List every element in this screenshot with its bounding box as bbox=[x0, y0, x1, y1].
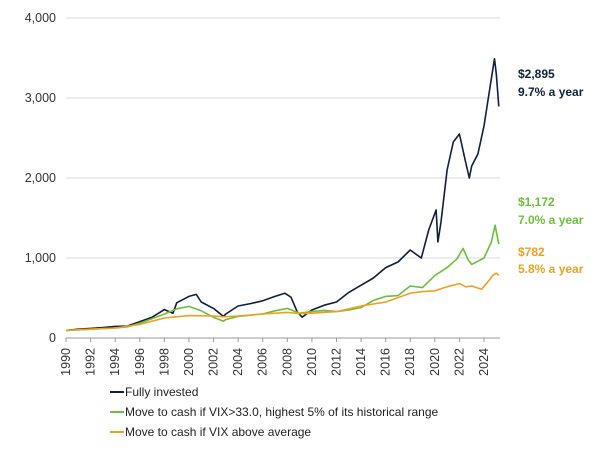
series-vix-33-line bbox=[65, 224, 500, 332]
end-value-label: $782 bbox=[518, 245, 545, 259]
x-tick-label: 2016 bbox=[379, 348, 393, 376]
end-labels: $2,895 9.7% a year $1,172 7.0% a year $782 5.… bbox=[518, 67, 584, 276]
x-tick-label: 2012 bbox=[329, 348, 343, 376]
x-tick-label: 2006 bbox=[256, 348, 270, 376]
y-axis: 0 1,000 2,000 3,000 4,000 bbox=[25, 11, 56, 345]
series-lines bbox=[65, 57, 500, 332]
x-tick-label: 2022 bbox=[452, 348, 466, 376]
x-tick-label: 1992 bbox=[84, 348, 98, 376]
x-tick-label: 1990 bbox=[59, 348, 73, 376]
x-tick-label: 2014 bbox=[354, 348, 368, 376]
end-rate-label: 9.7% a year bbox=[518, 85, 584, 99]
y-tick-label: 3,000 bbox=[25, 91, 56, 105]
legend-label: Move to cash if VIX>33.0, highest 5% of … bbox=[125, 405, 438, 419]
x-tick-label: 2008 bbox=[280, 348, 294, 376]
legend-label: Fully invested bbox=[125, 385, 198, 399]
x-tick-label: 2020 bbox=[428, 348, 442, 376]
end-rate-label: 5.8% a year bbox=[518, 262, 584, 276]
x-tick-label: 1994 bbox=[108, 348, 122, 376]
legend-label: Move to cash if VIX above average bbox=[125, 425, 311, 439]
y-tick-label: 2,000 bbox=[25, 171, 56, 185]
x-tick-label: 2024 bbox=[477, 348, 491, 376]
x-tick-label: 2002 bbox=[207, 348, 221, 376]
series-fully-invested-line bbox=[65, 57, 500, 332]
x-tick-label: 1996 bbox=[133, 348, 147, 376]
x-tick-label: 2010 bbox=[305, 348, 319, 376]
x-tick-label: 2004 bbox=[231, 348, 245, 376]
y-tick-label: 4,000 bbox=[25, 11, 56, 25]
x-tick-label: 2000 bbox=[182, 348, 196, 376]
legend: Fully invested Move to cash if VIX>33.0, … bbox=[110, 385, 438, 439]
series-vix-average-line bbox=[65, 272, 500, 332]
x-axis: 1990 1992 1994 1996 1998 2000 2002 2004 2006 2008… bbox=[59, 338, 491, 376]
x-tick-label: 2018 bbox=[403, 348, 417, 376]
end-value-label: $2,895 bbox=[518, 67, 555, 81]
y-tick-label: 0 bbox=[49, 331, 56, 345]
end-rate-label: 7.0% a year bbox=[518, 213, 584, 227]
y-tick-label: 1,000 bbox=[25, 251, 56, 265]
x-tick-label: 1998 bbox=[157, 348, 171, 376]
end-value-label: $1,172 bbox=[518, 195, 555, 209]
gridlines bbox=[66, 17, 500, 339]
